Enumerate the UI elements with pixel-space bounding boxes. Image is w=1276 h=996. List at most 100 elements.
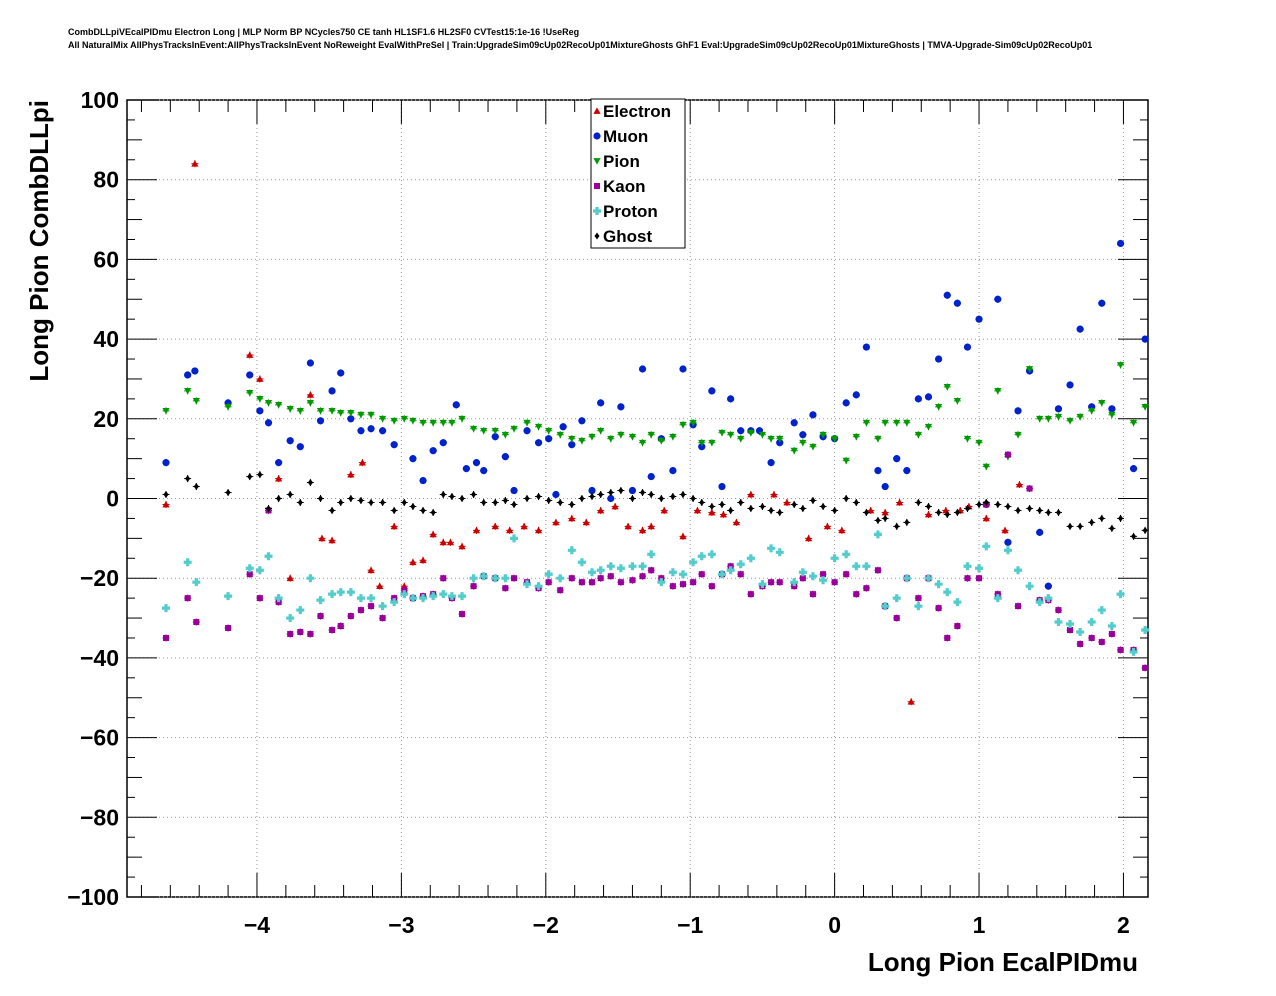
data-point <box>274 594 283 603</box>
data-point <box>679 532 687 540</box>
data-point <box>544 570 553 579</box>
data-point <box>1076 325 1084 333</box>
data-point <box>347 613 354 620</box>
y-axis-title: Long Pion CombDLLpi <box>24 100 54 382</box>
data-point <box>567 546 576 555</box>
data-point <box>707 550 716 559</box>
data-point <box>964 504 970 512</box>
data-point <box>247 473 253 481</box>
data-point <box>287 630 294 637</box>
data-point <box>296 606 305 615</box>
data-point <box>510 425 518 433</box>
grid-lines <box>127 99 1148 898</box>
data-point <box>1055 508 1061 516</box>
data-point <box>588 568 597 577</box>
data-point <box>472 459 481 467</box>
x-tick-label: 2 <box>1117 912 1130 938</box>
data-point <box>183 558 192 567</box>
data-point <box>820 571 827 578</box>
data-point <box>638 562 647 571</box>
data-point <box>275 401 283 409</box>
data-point <box>1055 607 1062 614</box>
data-point <box>1014 431 1022 439</box>
data-point <box>378 602 387 611</box>
data-point <box>647 431 655 439</box>
data-point <box>830 554 839 563</box>
data-point <box>523 427 531 435</box>
data-point <box>367 425 375 433</box>
data-point <box>699 498 705 506</box>
data-point <box>193 619 200 626</box>
data-point <box>1116 362 1125 369</box>
legend-marker-proton <box>593 207 602 215</box>
data-point <box>727 395 735 403</box>
data-point <box>1067 522 1073 530</box>
data-point <box>598 491 604 499</box>
data-point <box>552 518 560 526</box>
data-point <box>287 491 293 499</box>
data-point <box>616 564 625 573</box>
data-point <box>982 514 990 522</box>
data-point <box>346 588 355 597</box>
data-point <box>1001 526 1009 534</box>
data-point <box>307 630 314 637</box>
data-point <box>379 415 387 423</box>
data-point <box>439 538 447 546</box>
data-point <box>874 435 882 443</box>
data-point <box>1044 582 1052 590</box>
data-point <box>1004 538 1012 546</box>
data-point <box>679 581 686 588</box>
data-point <box>767 459 775 467</box>
data-point <box>419 556 427 564</box>
data-point <box>820 502 826 510</box>
data-point <box>264 399 273 407</box>
data-point <box>448 419 456 427</box>
data-point <box>316 596 325 605</box>
data-point <box>275 474 283 482</box>
legend-label-kaon: Kaon <box>603 177 646 196</box>
data-point <box>770 490 778 498</box>
data-point <box>589 579 596 586</box>
data-point <box>953 299 961 307</box>
data-point <box>708 387 716 395</box>
data-point <box>693 506 702 514</box>
data-point <box>459 611 466 618</box>
data-point <box>1076 413 1084 421</box>
x-tick-labels: −4 −3 −2 −1 0 1 2 <box>244 912 1130 938</box>
data-point <box>569 500 575 508</box>
data-point <box>1117 646 1124 653</box>
data-point <box>732 518 741 526</box>
y-tick-label: 80 <box>93 167 119 193</box>
data-point <box>266 504 272 512</box>
data-point <box>936 508 942 516</box>
x-tick-label: −3 <box>388 912 414 938</box>
data-point <box>568 514 576 522</box>
data-point <box>1066 381 1074 389</box>
data-point <box>798 568 807 577</box>
data-point <box>867 506 875 514</box>
data-point <box>737 571 744 578</box>
data-point <box>670 493 676 501</box>
data-point <box>873 530 882 539</box>
data-point <box>690 579 697 586</box>
data-point <box>276 495 282 502</box>
data-point <box>480 427 488 435</box>
data-point <box>935 403 943 411</box>
data-point <box>318 495 324 502</box>
data-point <box>708 439 716 447</box>
data-point <box>501 431 509 439</box>
data-point <box>1109 524 1115 532</box>
data-point <box>1015 506 1021 514</box>
data-point <box>819 431 827 439</box>
data-point <box>409 455 417 463</box>
data-point <box>624 522 632 530</box>
data-point <box>589 493 595 501</box>
data-point <box>1076 627 1085 636</box>
data-point <box>881 419 889 427</box>
data-point <box>1067 627 1074 634</box>
data-point <box>874 467 882 475</box>
data-point <box>953 598 962 607</box>
legend-label-muon: Muon <box>603 127 648 146</box>
data-point <box>184 388 192 395</box>
